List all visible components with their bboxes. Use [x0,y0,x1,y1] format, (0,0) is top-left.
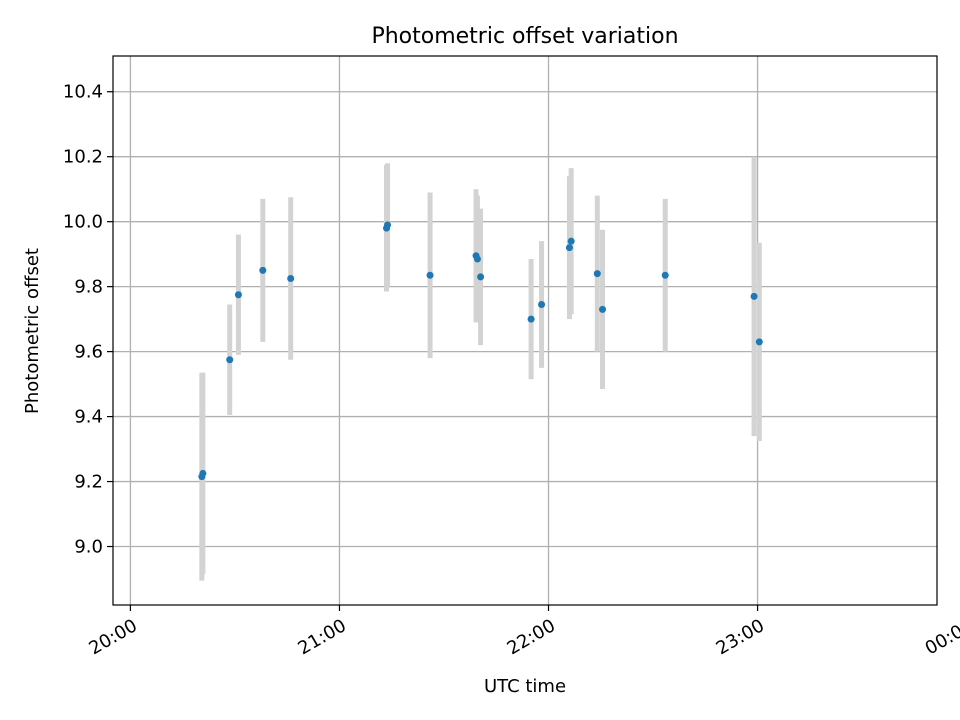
y-tick-label: 10.0 [63,212,103,233]
y-axis-ticks: 9.0 9.2 9.4 9.6 9.8 10.0 10.2 10.4 [63,82,113,558]
x-tick-label: 22:00 [504,615,559,659]
data-point [599,305,607,313]
x-tick-label: 21:00 [295,615,350,659]
y-tick-label: 9.6 [74,342,103,363]
data-point [538,301,546,309]
chart-title: Photometric offset variation [371,24,678,49]
data-point [287,275,295,283]
data-point [593,270,601,278]
data-point [661,271,669,279]
data-point [755,338,763,346]
y-tick-label: 9.4 [74,407,103,428]
data-points [198,221,763,481]
plot-frame [112,55,938,606]
data-point [565,244,573,252]
data-point [473,255,481,263]
data-point [567,237,575,245]
data-point [527,315,535,323]
data-point [234,291,242,299]
data-point [750,292,758,300]
data-point [426,271,434,279]
data-point [259,266,267,274]
grid-lines [113,56,937,605]
y-tick-label: 9.2 [74,472,103,493]
data-point [384,221,392,229]
y-tick-label: 10.4 [63,82,103,103]
y-tick-label: 9.0 [74,537,103,558]
data-point [199,469,207,477]
data-point [477,273,485,281]
error-bars [199,156,762,581]
x-axis-label: UTC time [484,676,566,697]
x-tick-label: 23:00 [713,615,768,659]
data-point [226,356,234,364]
x-tick-label: 00:00 [922,615,960,659]
y-axis-label: Photometric offset [22,248,43,414]
y-tick-label: 10.2 [63,147,103,168]
y-tick-label: 9.8 [74,277,103,298]
x-tick-label: 20:00 [85,615,140,659]
